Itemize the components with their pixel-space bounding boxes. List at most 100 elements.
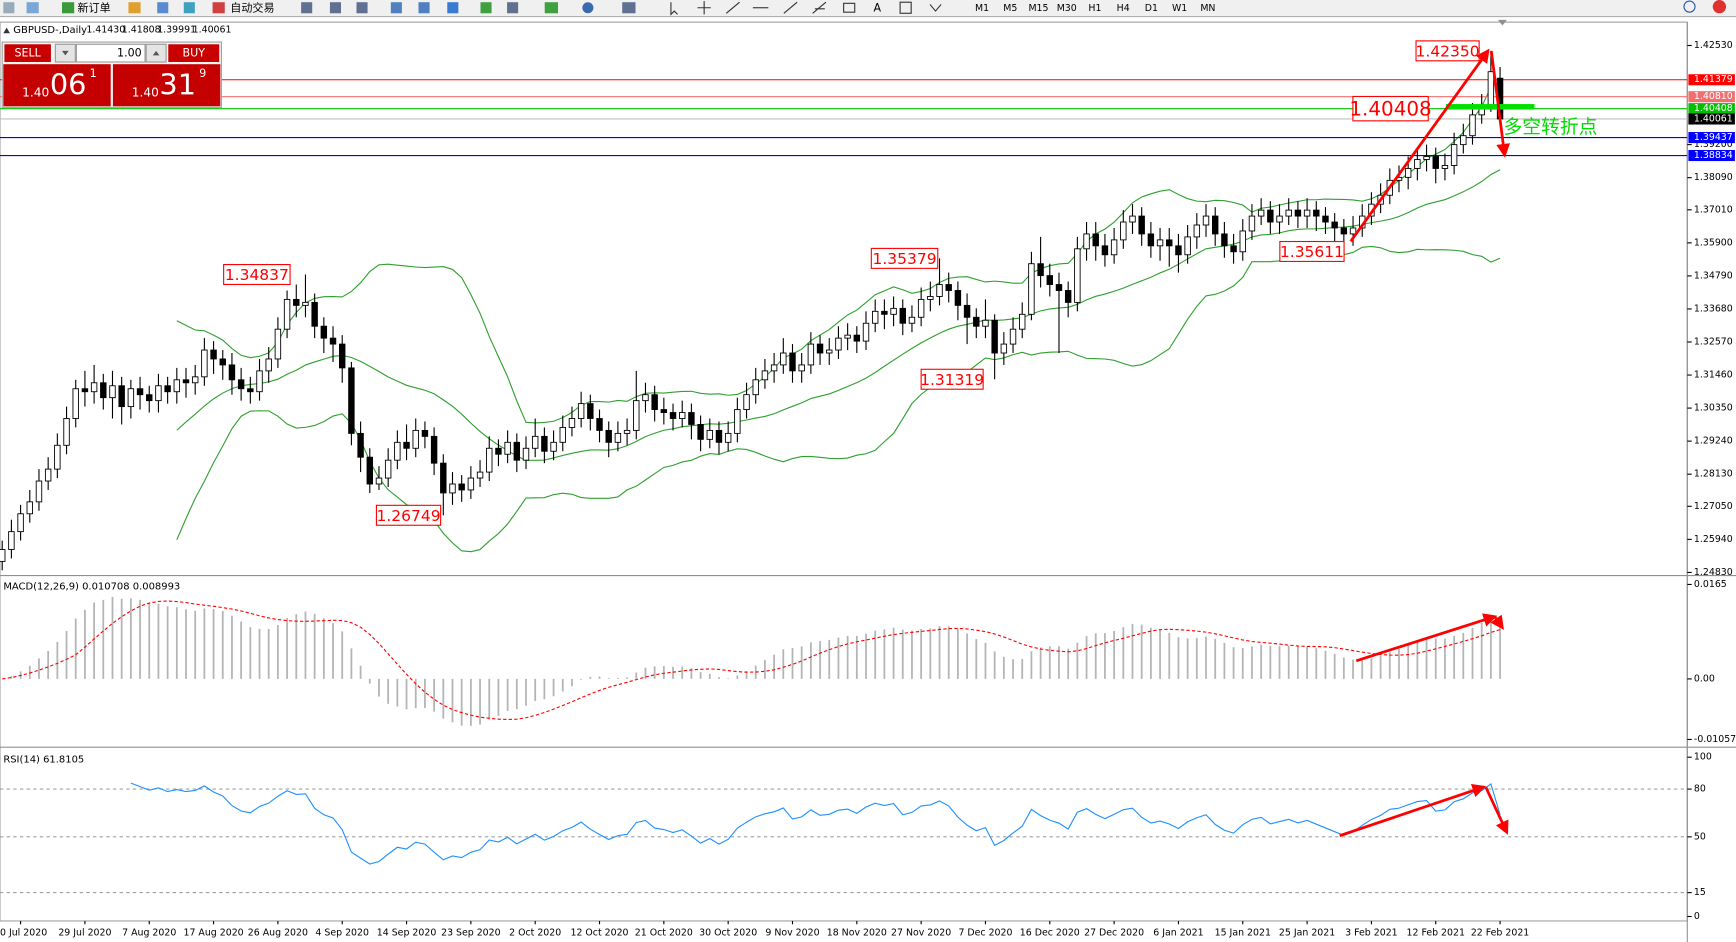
candle-body — [1037, 263, 1044, 277]
timeframe-button[interactable]: M30 — [1057, 3, 1077, 14]
candle-body — [293, 298, 300, 306]
candle-body — [348, 367, 355, 434]
candle-body — [320, 325, 328, 339]
candle-body — [1211, 215, 1219, 235]
timeframe-button[interactable]: M1 — [975, 3, 989, 14]
buy-label[interactable]: BUY — [183, 47, 206, 60]
icon[interactable] — [507, 2, 519, 14]
icon[interactable] — [843, 2, 856, 13]
y-tick-label: 80 — [1694, 784, 1706, 795]
ask-big[interactable]: 1.40 — [132, 85, 159, 99]
y-tick-label: 100 — [1694, 752, 1712, 763]
candle-body — [1092, 233, 1099, 247]
icon[interactable] — [447, 2, 459, 14]
timeframe-button[interactable]: W1 — [1172, 3, 1187, 14]
x-tick-label: 12 Feb 2021 — [1407, 928, 1465, 939]
crosshair-icon[interactable] — [697, 1, 711, 15]
candle-body — [1322, 215, 1329, 223]
ask-pips[interactable]: 31 — [159, 67, 196, 101]
sell-button[interactable] — [4, 44, 51, 62]
level-label-bg — [1688, 132, 1735, 144]
candle-body — [182, 379, 190, 384]
icon[interactable] — [582, 2, 594, 14]
candle-body — [550, 441, 557, 452]
ask-box[interactable] — [112, 64, 221, 107]
candle-body — [164, 385, 171, 393]
timeframe-button[interactable]: M15 — [1028, 3, 1048, 14]
icon[interactable] — [783, 1, 798, 14]
auto-trading-button[interactable]: 自动交易 — [230, 0, 274, 14]
icon[interactable] — [301, 2, 313, 14]
icon[interactable] — [929, 4, 942, 12]
icon[interactable] — [329, 2, 341, 14]
timeframe-button[interactable]: MN — [1200, 3, 1215, 14]
new-order-button[interactable]: 新订单 — [78, 0, 111, 14]
x-tick-label: 7 Dec 2020 — [958, 928, 1012, 939]
y-tick-label: 1.34790 — [1694, 270, 1733, 281]
candle-body — [697, 424, 704, 440]
collapse-icon[interactable] — [3, 27, 10, 34]
candle-body — [724, 432, 732, 443]
icon[interactable] — [128, 2, 141, 14]
main-plot — [0, 50, 1688, 571]
y-tick-label: 1.32570 — [1694, 336, 1733, 347]
price-annotation-box — [1279, 240, 1345, 262]
icon[interactable] — [157, 2, 169, 14]
ask-point[interactable]: 9 — [199, 67, 206, 80]
candle-body — [596, 418, 603, 431]
new-order-icon[interactable] — [62, 2, 75, 14]
search-icon[interactable] — [1683, 0, 1696, 13]
icon[interactable] — [3, 2, 15, 14]
bid-pips[interactable]: 06 — [50, 67, 87, 101]
candle-body — [963, 304, 971, 318]
timeframe-button[interactable]: M5 — [1003, 3, 1017, 14]
icon[interactable] — [544, 2, 558, 14]
candle-body — [1285, 209, 1292, 217]
axes: 1.42530 1.39200 1.38090 1.37010 1.35900 1.347… — [0, 40, 1736, 939]
candle-body — [155, 385, 162, 402]
bid-big[interactable]: 1.40 — [22, 85, 49, 99]
timeframe-button[interactable]: H4 — [1117, 3, 1130, 14]
sell-label[interactable]: SELL — [15, 47, 42, 60]
candle-body — [917, 298, 925, 318]
icon[interactable] — [812, 1, 827, 14]
x-tick-label: 4 Sep 2020 — [315, 928, 369, 939]
candle-body — [109, 385, 116, 399]
zoom-out[interactable] — [418, 2, 430, 14]
auto-trading-icon[interactable] — [212, 2, 225, 14]
timeframe-button[interactable]: D1 — [1145, 3, 1158, 14]
bid-point[interactable]: 1 — [90, 67, 97, 80]
lots-input[interactable] — [75, 43, 146, 63]
candle-body — [954, 290, 962, 306]
level-label-bg — [1688, 91, 1735, 103]
icon[interactable] — [480, 2, 492, 14]
cursor-icon[interactable] — [670, 2, 678, 16]
candle-body — [973, 316, 980, 327]
zoom-in[interactable] — [390, 2, 402, 14]
candle-body — [366, 456, 373, 485]
lots-value[interactable]: 1.00 — [117, 47, 142, 60]
icon[interactable] — [622, 2, 636, 14]
candle-body — [1175, 245, 1182, 256]
buy-button[interactable] — [168, 44, 220, 62]
icon[interactable] — [183, 2, 195, 14]
toolbar — [0, 0, 1736, 17]
icon[interactable] — [725, 1, 740, 14]
icon[interactable] — [356, 2, 368, 14]
icon[interactable]: A — [874, 1, 882, 14]
y-tick-label: 0 — [1694, 911, 1700, 922]
price-annotation: 1.40408 — [1349, 97, 1431, 120]
notification-icon[interactable] — [1712, 0, 1727, 14]
x-tick-label: 9 Nov 2020 — [765, 928, 819, 939]
timeframe-button[interactable]: H1 — [1088, 3, 1101, 14]
macd-arrow — [1490, 614, 1504, 630]
candle-body — [1202, 215, 1210, 226]
candle-body — [1156, 239, 1164, 247]
icon[interactable] — [899, 1, 912, 14]
candle-body — [623, 429, 631, 434]
bid-box[interactable] — [3, 64, 111, 107]
y-tick-label: 1.38090 — [1694, 172, 1733, 183]
icon[interactable] — [26, 2, 39, 14]
